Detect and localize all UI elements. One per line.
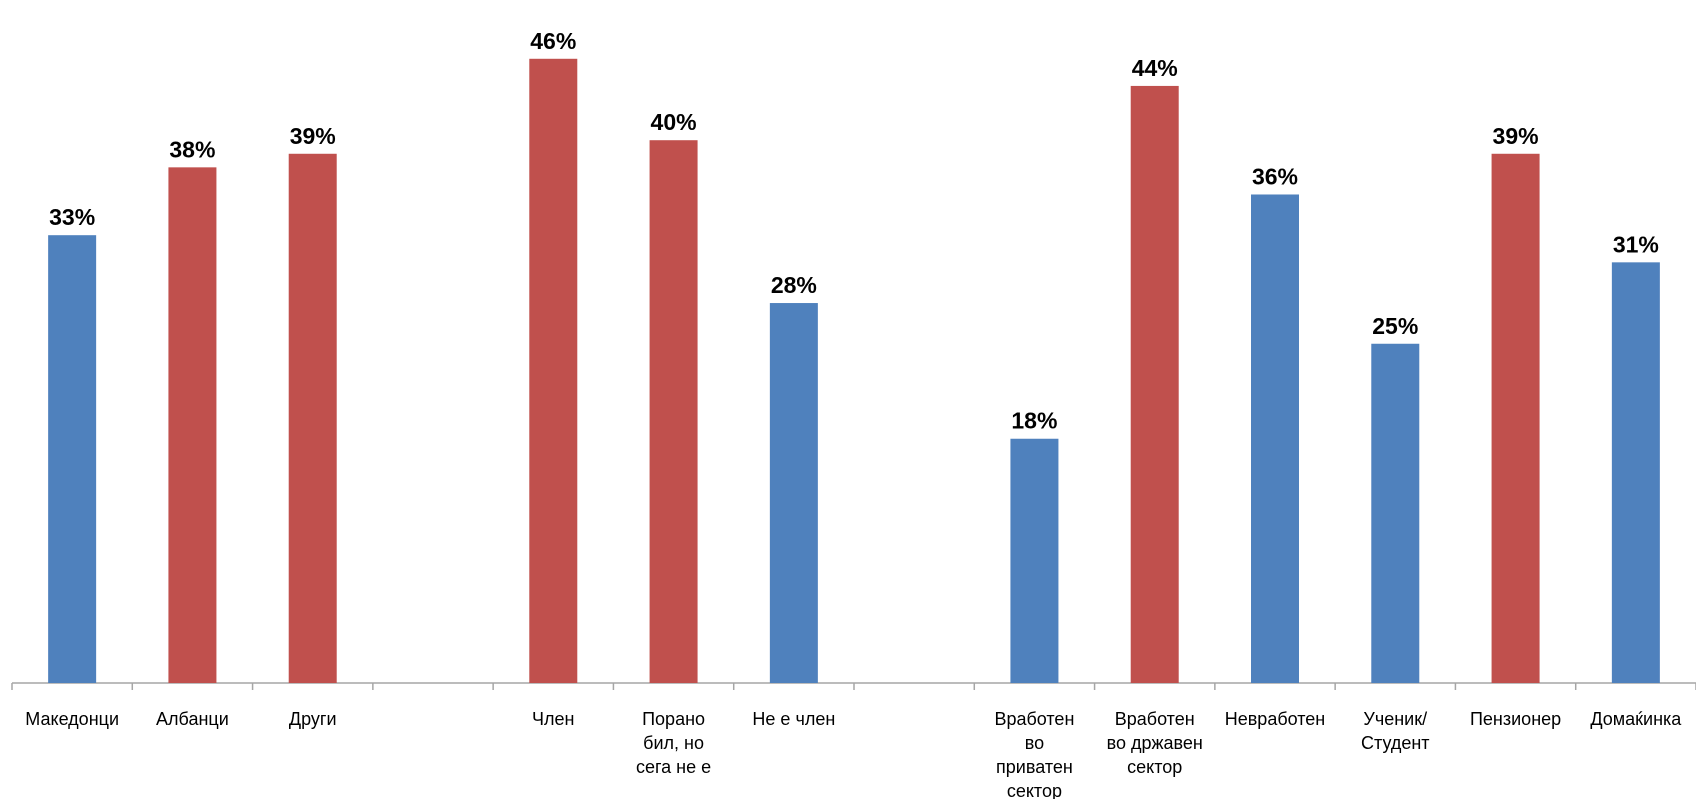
bar-value-label: 39% — [290, 123, 336, 149]
category-label: Невработен — [1225, 709, 1326, 729]
bar — [1251, 194, 1299, 683]
category-label: Порано бил, но сега не е — [636, 709, 711, 777]
category-label: Македонци — [25, 709, 119, 729]
bar-value-label: 39% — [1493, 123, 1539, 149]
bar — [1010, 438, 1059, 683]
category-label: Други — [289, 709, 337, 729]
bar-value-label: 33% — [49, 204, 95, 230]
bar — [1371, 343, 1420, 683]
bar — [529, 58, 578, 683]
category-label: Вработен во приватен сектор — [994, 709, 1074, 799]
bar-value-label: 25% — [1372, 313, 1418, 339]
bar-value-label: 18% — [1011, 408, 1057, 434]
category-label: Домаќинка — [1590, 709, 1682, 729]
bar-value-label: 36% — [1252, 163, 1298, 189]
category-label: Албанци — [156, 709, 229, 729]
x-axis-ticks — [11, 683, 1696, 690]
category-label: Вработен во државен сектор — [1107, 709, 1203, 777]
bar — [1611, 262, 1660, 683]
category-labels-group: Македонци Албанци Други Член Порано бил, но се… — [25, 709, 1682, 799]
bar — [168, 167, 217, 683]
bars-group — [48, 58, 1660, 684]
bar — [649, 140, 698, 684]
bar-value-label: 46% — [530, 28, 576, 54]
bar-value-label: 44% — [1132, 55, 1178, 81]
value-labels-group: 33% 38% 39% 46% 40% 28% 18% 44% 36% 25% 39% 31% — [49, 28, 1659, 434]
category-label: Не е член — [752, 709, 835, 729]
bar — [1130, 85, 1179, 683]
bar — [288, 153, 337, 684]
bar-value-label: 31% — [1613, 231, 1659, 257]
category-label: Пензионер — [1470, 709, 1561, 729]
bar — [1491, 153, 1540, 684]
category-label: Член — [532, 709, 574, 729]
category-label: Ученик/Студент — [1361, 709, 1430, 753]
bar-value-label: 38% — [169, 136, 215, 162]
bar-value-label: 28% — [771, 272, 817, 298]
bar — [769, 303, 818, 683]
bar-value-label: 40% — [651, 109, 697, 135]
bar — [48, 235, 97, 683]
